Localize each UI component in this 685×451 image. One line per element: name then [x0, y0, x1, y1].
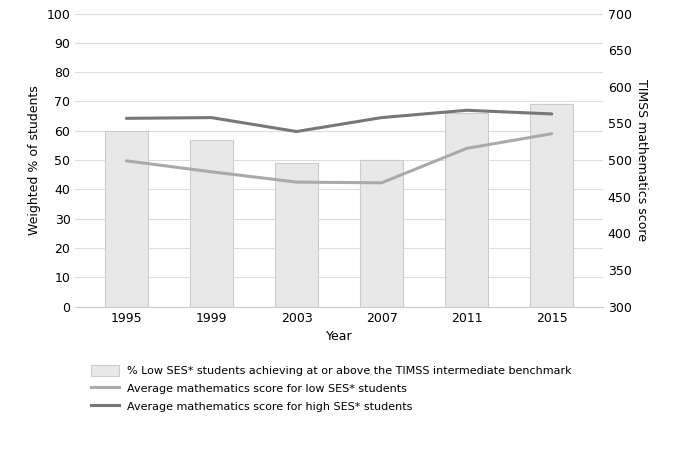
Legend: % Low SES* students achieving at or above the TIMSS intermediate benchmark, Aver: % Low SES* students achieving at or abov… [92, 365, 572, 412]
Bar [445, 113, 488, 307]
Bar [360, 160, 403, 307]
Bar [105, 131, 148, 307]
Y-axis label: Weighted % of students: Weighted % of students [28, 85, 41, 235]
Bar [530, 105, 573, 307]
Y-axis label: TIMSS mathematics score: TIMSS mathematics score [635, 79, 648, 241]
Bar [275, 163, 318, 307]
Bar [190, 140, 233, 307]
X-axis label: Year: Year [326, 330, 352, 343]
